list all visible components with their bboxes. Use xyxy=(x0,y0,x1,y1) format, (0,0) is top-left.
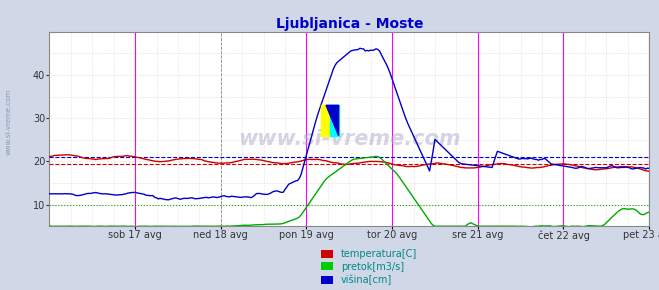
Text: www.si-vreme.com: www.si-vreme.com xyxy=(238,129,461,149)
Bar xyxy=(321,105,330,135)
Title: Ljubljanica - Moste: Ljubljanica - Moste xyxy=(275,17,423,31)
Bar xyxy=(330,105,339,135)
Legend: temperatura[C], pretok[m3/s], višina[cm]: temperatura[C], pretok[m3/s], višina[cm] xyxy=(321,249,417,285)
Text: www.si-vreme.com: www.si-vreme.com xyxy=(5,89,11,155)
Polygon shape xyxy=(326,105,339,135)
